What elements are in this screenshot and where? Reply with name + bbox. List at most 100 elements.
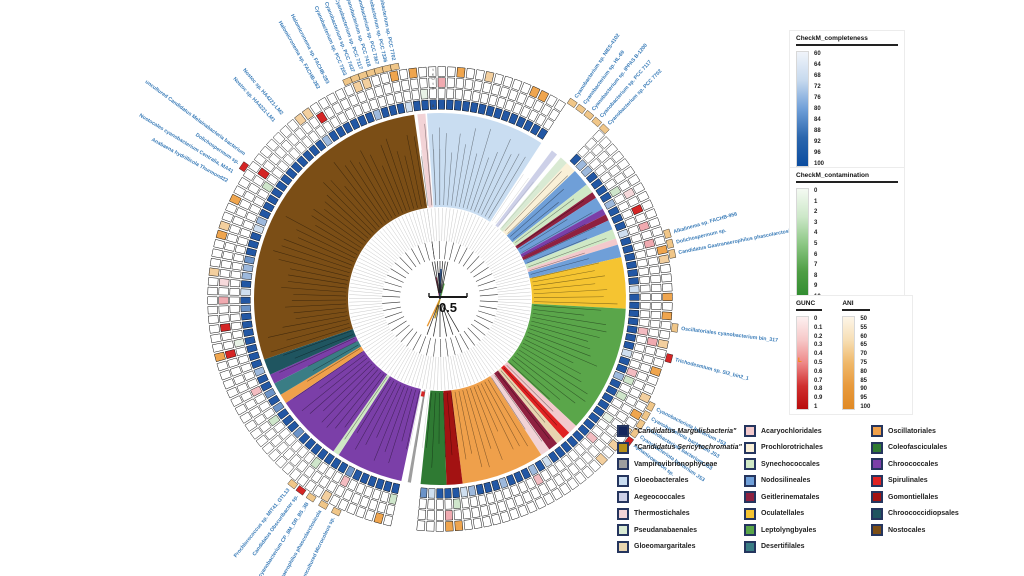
tick-label: 6 (814, 251, 818, 258)
tree-branch-deep (479, 300, 498, 303)
tree-branch-deep (424, 242, 430, 261)
heatmap-cell-checkm_completeness (628, 277, 639, 285)
heatmap-cell-ani (499, 510, 511, 523)
heatmap-cell-checkm_contamination (520, 105, 531, 119)
tip-label-row (431, 392, 436, 468)
tip-label-row (282, 315, 348, 328)
tip-label-row (285, 216, 358, 255)
clade-color-legend: "Candidatus Margulisbacteria" "Candidatus… (617, 425, 990, 553)
heatmap-cell-ani (634, 400, 648, 413)
heatmap-cell-ani (528, 85, 541, 99)
tree-branch-deep (449, 242, 454, 261)
heatmap-cell-checkm_completeness (263, 388, 277, 399)
legend-item: Chroococcidiopsales (871, 507, 990, 520)
heatmap-cell-ani (622, 165, 636, 179)
tip-label-row (473, 386, 503, 460)
heatmap-cell-ani (416, 520, 426, 532)
clade-sector-nodosilineales (517, 197, 603, 255)
heatmap-cell-checkm_contamination (625, 367, 638, 378)
heatmap-cell-ani (209, 257, 222, 268)
heatmap-cell-checkm_completeness (560, 440, 573, 454)
tip-label-row (373, 385, 405, 461)
ring-track-header: t (432, 81, 434, 86)
heatmap-cell-gunc (238, 198, 252, 211)
tree-branch (408, 213, 421, 245)
clade-sector-acaryochloridales (503, 361, 577, 433)
tip-label-row (333, 161, 383, 225)
legend-swatch (871, 458, 883, 470)
tip-label-row (451, 133, 461, 206)
tree-branch (496, 276, 529, 286)
heatmap-cell-checkm_completeness (380, 106, 390, 119)
heatmap-cell-gunc (634, 212, 647, 224)
heatmap-cell-gunc (350, 492, 362, 505)
tip-label-row (522, 342, 582, 375)
tree-branch (398, 217, 414, 248)
heatmap-cell-ani (268, 448, 282, 462)
tree-branch (450, 356, 457, 389)
tip-label-row (443, 392, 446, 458)
heatmap-cell-checkm_contamination (246, 378, 259, 389)
tree-branch (407, 353, 420, 385)
tick-label: 3 (814, 219, 818, 226)
legend-label: Nodosilineales (761, 477, 811, 484)
tip-label-row (450, 392, 458, 447)
tip-label-row (531, 262, 600, 279)
tree-branch (412, 212, 423, 244)
heatmap-cell-checkm_completeness (437, 99, 446, 110)
tree-branch (495, 315, 528, 327)
tree-branch (355, 319, 387, 333)
heatmap-cell-ani (655, 348, 667, 359)
legend-swatch (871, 491, 883, 503)
heatmap-cell-checkm_contamination (288, 147, 301, 160)
heatmap-cell-ani (654, 235, 666, 246)
heatmap-cell-checkm_completeness (240, 288, 251, 296)
heatmap-cell-gunc (293, 127, 307, 141)
tip-label-row (283, 330, 352, 356)
tip-label-row (533, 305, 602, 311)
clade-sector-gloeomargaritales (497, 367, 564, 444)
clade-sector-nodosilineales (527, 244, 622, 279)
heatmap-cell-checkm_contamination (479, 92, 490, 105)
tip-label-row (515, 198, 575, 243)
heatmap-cell-gunc (647, 256, 659, 266)
heatmap-cell-checkm_completeness (627, 317, 639, 326)
heatmap-cell-checkm_contamination (560, 454, 573, 467)
tree-branch (391, 221, 410, 250)
tip-label-row (524, 339, 574, 364)
heatmap-cell-gunc (296, 459, 309, 473)
tip-label-row (458, 128, 476, 208)
heatmap-cell-ani (361, 77, 373, 90)
heatmap-cell-checkm_contamination (636, 258, 648, 268)
tree-branch (358, 257, 389, 274)
heatmap-cell-gunc (488, 502, 499, 515)
tree-branch-deep (473, 267, 489, 278)
heatmap-cell-ani (566, 477, 580, 491)
heatmap-cell-checkm_contamination (527, 109, 539, 123)
heatmap-cell-gunc (426, 510, 435, 521)
tree-branch (349, 286, 383, 292)
heatmap-cell-checkm_completeness (316, 448, 329, 461)
tip-label-row (424, 123, 433, 206)
tip-label-row (443, 133, 447, 206)
heatmap-cell-checkm_contamination (314, 125, 327, 138)
legend-label: Thermostichales (634, 510, 690, 517)
tip-marker (566, 97, 578, 109)
legend-swatch (744, 507, 756, 520)
tip-label-row (293, 307, 347, 314)
heatmap-cell-ani (389, 70, 400, 82)
tree-branch (484, 239, 510, 262)
tip-label-row (323, 182, 374, 233)
heatmap-cell-checkm_completeness (310, 443, 323, 456)
heatmap-cell-gunc (548, 108, 561, 122)
clade-sector-synechococcales (333, 374, 390, 455)
heatmap-cell-checkm_completeness (349, 117, 361, 131)
legend-label: Chroococcidiopsales (888, 510, 959, 517)
heatmap-cell-gunc (462, 508, 472, 520)
heatmap-cell-checkm_completeness (372, 108, 383, 121)
tree-branch (350, 308, 383, 314)
heatmap-cell-checkm_contamination (601, 411, 615, 424)
heatmap-cell-gunc (270, 434, 283, 448)
heatmap-cell-ani (475, 69, 485, 81)
tip-label-row (533, 275, 605, 287)
